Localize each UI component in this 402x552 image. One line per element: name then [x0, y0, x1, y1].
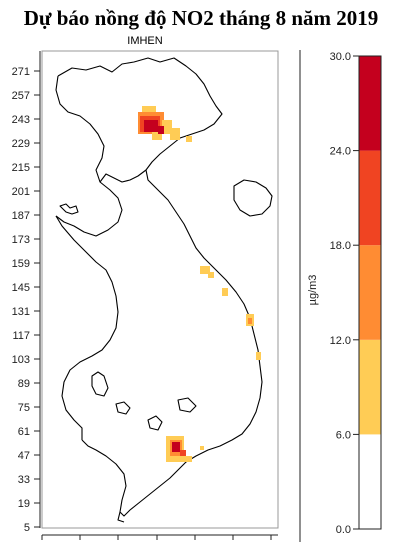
y-tick-label: 187	[12, 210, 30, 222]
y-tick-label: 271	[12, 66, 30, 78]
hotspot-cell	[208, 272, 214, 278]
legend-tick-label: 30.0	[330, 51, 351, 63]
legend-bin	[359, 434, 381, 529]
y-tick-label: 201	[12, 186, 30, 198]
hotspot-cell	[180, 450, 186, 456]
hotspot-cell	[222, 288, 228, 296]
map-title: Dự báo nồng độ NO2 tháng 8 năm 2019	[23, 6, 379, 30]
hotspot-cell	[200, 266, 210, 274]
hotspot-cell	[200, 446, 204, 450]
y-tick-label: 89	[18, 378, 30, 390]
map-subtitle: IMHEN	[127, 35, 163, 47]
y-tick-label: 47	[18, 450, 30, 462]
y-tick-label: 103	[12, 354, 30, 366]
hotspot-cell	[186, 136, 192, 142]
y-tick-label: 215	[12, 162, 30, 174]
y-tick-label: 159	[12, 258, 30, 270]
hotspot-cell	[184, 456, 192, 462]
legend-unit-label: µg/m3	[307, 275, 319, 306]
hotspot-cell	[162, 120, 172, 134]
legend-tick-label: 18.0	[330, 240, 351, 252]
y-tick-label: 173	[12, 234, 30, 246]
legend-bin	[359, 339, 381, 435]
y-tick-label: 19	[18, 498, 30, 510]
hotspot-cell	[158, 126, 164, 134]
hotspot-cell	[142, 106, 156, 114]
hotspot-cell	[248, 318, 252, 324]
legend-bin	[359, 150, 381, 246]
y-tick-label: 5	[24, 522, 30, 534]
legend-tick-label: 0.0	[336, 524, 351, 536]
hotspot-cell	[256, 352, 261, 360]
legend-colorbar	[359, 56, 381, 529]
hotspot-cell	[172, 442, 180, 452]
legend-ticks: 30.0 24.0 18.0 12.0 6.0 0.0	[330, 51, 359, 536]
country-outline	[55, 57, 273, 523]
y-tick-label: 229	[12, 138, 30, 150]
pollution-overlay	[138, 106, 261, 462]
y-tick-label: 33	[18, 474, 30, 486]
y-tick-label: 257	[12, 90, 30, 102]
legend-tick-label: 6.0	[336, 429, 351, 441]
legend-frame	[358, 55, 382, 530]
legend-tick-label: 12.0	[330, 335, 351, 347]
map-frame	[41, 50, 279, 529]
legend-bin	[359, 245, 381, 340]
y-tick-label: 75	[18, 402, 30, 414]
hotspot-cell	[144, 120, 158, 132]
legend-bin	[359, 56, 381, 151]
x-axis-ticks	[41, 535, 272, 540]
y-tick-label: 131	[12, 306, 30, 318]
y-tick-label: 117	[12, 330, 30, 342]
hotspot-cell	[152, 132, 162, 140]
y-tick-label: 145	[12, 282, 30, 294]
legend-tick-label: 24.0	[330, 146, 351, 158]
y-tick-label: 61	[18, 426, 30, 438]
hotspot-cell	[170, 128, 180, 140]
y-tick-label: 243	[12, 114, 30, 126]
y-axis-ticks: 271 257 243 229 215 201 187 173 159 145 131 117 103 8…	[12, 66, 40, 534]
